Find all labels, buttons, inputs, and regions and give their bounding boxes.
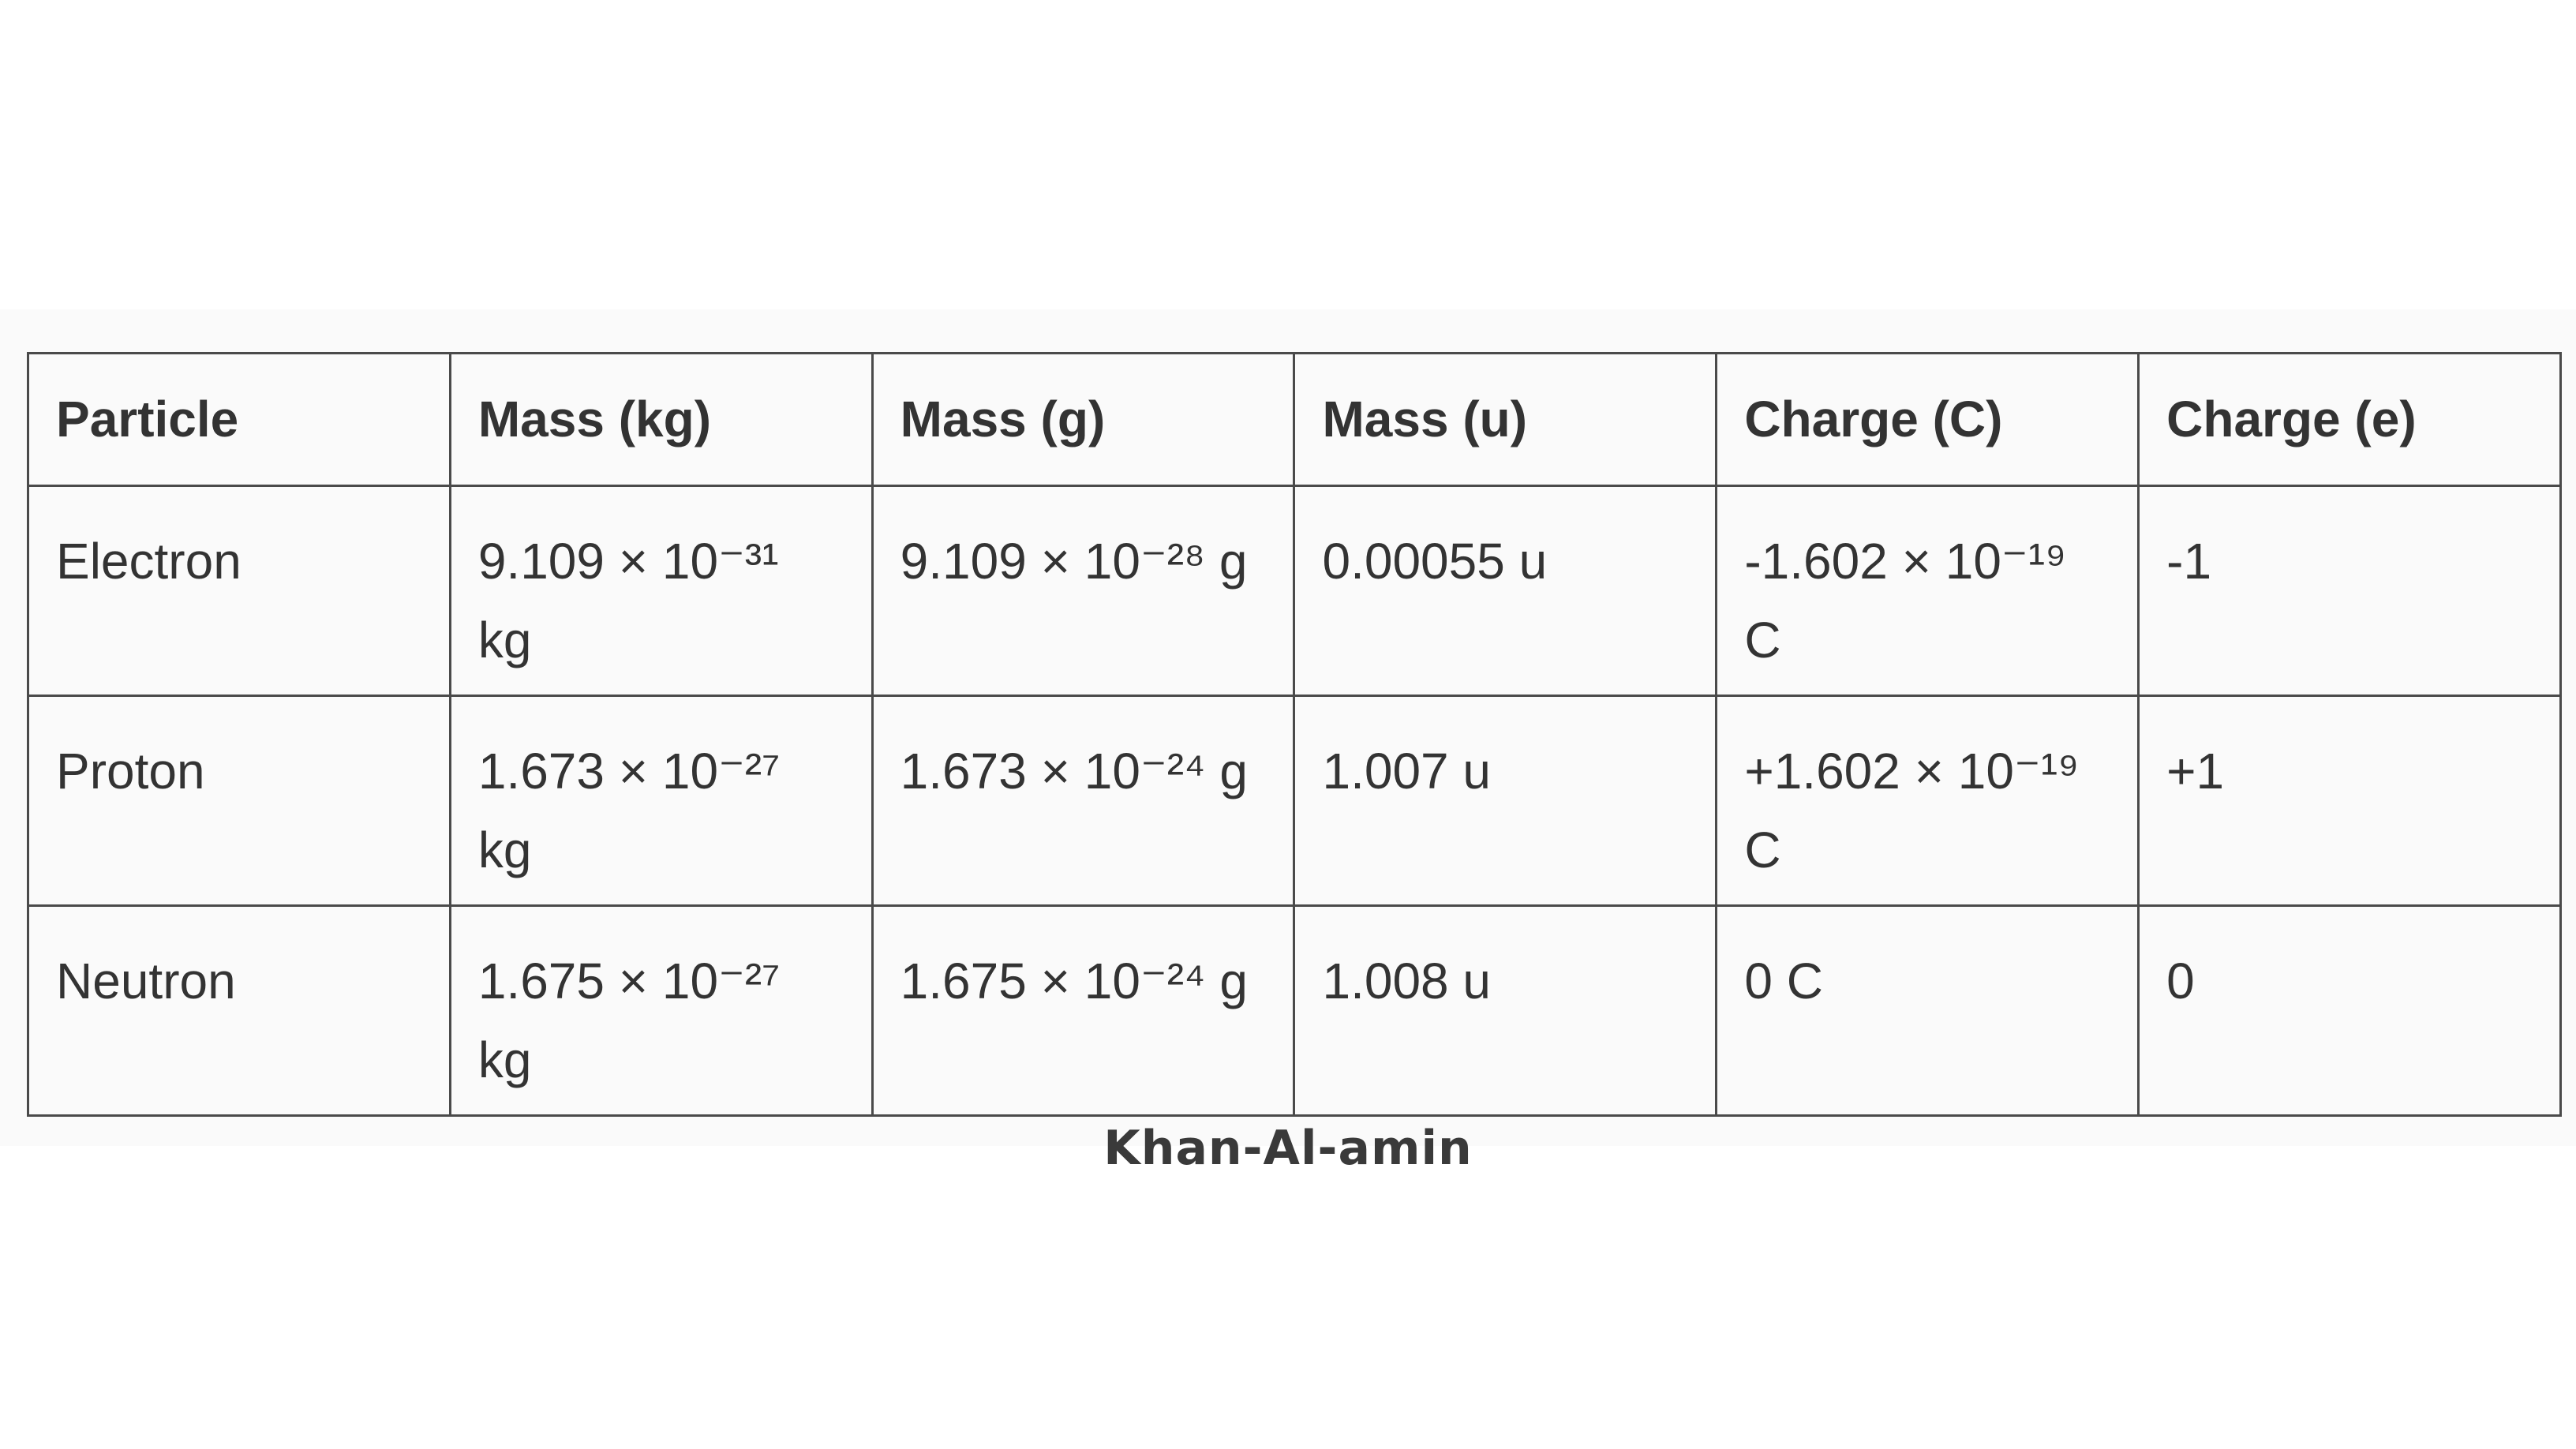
cell-particle: Neutron: [27, 904, 451, 1117]
cell-mass-g: 1.675 × 10⁻²⁴ g: [871, 904, 1296, 1117]
header-charge-c: Charge (C): [1715, 352, 2140, 487]
cell-charge-c: 0 C: [1715, 904, 2140, 1117]
table-row: Proton 1.673 × 10⁻²⁷ kg 1.673 × 10⁻²⁴ g …: [27, 695, 2562, 907]
table-row: Neutron 1.675 × 10⁻²⁷ kg 1.675 × 10⁻²⁴ g…: [27, 904, 2562, 1117]
cell-particle: Proton: [27, 695, 451, 907]
cell-mass-kg: 1.673 × 10⁻²⁷ kg: [448, 695, 874, 907]
cell-mass-g: 1.673 × 10⁻²⁴ g: [871, 695, 1296, 907]
table-row: Electron 9.109 × 10⁻³¹ kg 9.109 × 10⁻²⁸ …: [27, 485, 2562, 697]
cell-mass-u: 1.007 u: [1293, 695, 1718, 907]
header-mass-kg: Mass (kg): [448, 352, 874, 487]
author-caption: Khan-Al-amin: [1103, 1121, 1473, 1176]
cell-charge-e: -1: [2137, 485, 2562, 697]
cell-mass-kg: 9.109 × 10⁻³¹ kg: [448, 485, 874, 697]
cell-mass-u: 1.008 u: [1293, 904, 1718, 1117]
header-particle: Particle: [27, 352, 451, 487]
cell-charge-c: -1.602 × 10⁻¹⁹ C: [1715, 485, 2140, 697]
header-mass-g: Mass (g): [871, 352, 1296, 487]
particle-table: Particle Mass (kg) Mass (g) Mass (u) Cha…: [27, 352, 2562, 1117]
header-charge-e: Charge (e): [2137, 352, 2562, 487]
cell-charge-e: +1: [2137, 695, 2562, 907]
cell-mass-u: 0.00055 u: [1293, 485, 1718, 697]
cell-mass-g: 9.109 × 10⁻²⁸ g: [871, 485, 1296, 697]
cell-charge-e: 0: [2137, 904, 2562, 1117]
cell-particle: Electron: [27, 485, 451, 697]
header-mass-u: Mass (u): [1293, 352, 1718, 487]
cell-charge-c: +1.602 × 10⁻¹⁹ C: [1715, 695, 2140, 907]
cell-mass-kg: 1.675 × 10⁻²⁷ kg: [448, 904, 874, 1117]
table-header-row: Particle Mass (kg) Mass (g) Mass (u) Cha…: [27, 352, 2562, 487]
